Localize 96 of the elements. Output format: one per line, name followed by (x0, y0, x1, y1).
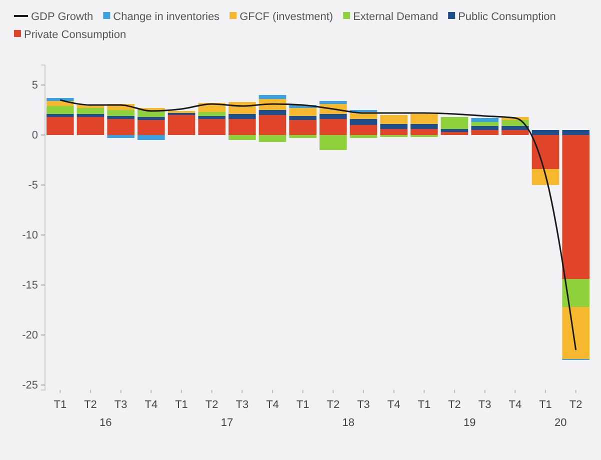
bar (289, 116, 316, 120)
x-tick-label: T2 (84, 399, 97, 412)
bar (258, 95, 286, 99)
bar (289, 135, 316, 138)
bar (502, 126, 529, 130)
text: 20 (554, 417, 567, 429)
y-tick-label: 5 (32, 80, 38, 92)
x-tick-label: T4 (387, 399, 400, 412)
bar (562, 135, 590, 279)
bar (76, 117, 104, 135)
legend-label: GDP Growth (31, 11, 94, 23)
x-tick-label: T4 (508, 399, 522, 412)
bar (471, 126, 498, 130)
x-tick-label: T1 (418, 399, 431, 412)
bar (471, 130, 498, 135)
text: 18 (342, 417, 354, 429)
x-tick-label: T3 (114, 399, 128, 412)
bar (138, 135, 165, 140)
bar (410, 129, 438, 135)
y-tick-label: -20 (22, 330, 38, 342)
x-tick-label: T2 (569, 399, 582, 412)
bar (502, 120, 529, 126)
legend-label: Change in inventories (113, 11, 220, 23)
x-tick-label: T3 (236, 399, 249, 412)
text: 19 (464, 417, 476, 429)
line-series (59, 99, 577, 351)
bar (380, 124, 408, 129)
text: 16 (100, 417, 112, 429)
x-tick-label: T3 (478, 399, 492, 412)
bar (76, 108, 104, 114)
bar (502, 130, 529, 135)
legend-label: GFCF (investment) (240, 11, 334, 23)
bar (410, 124, 438, 129)
bar (410, 114, 438, 124)
bar (350, 125, 378, 135)
bar (198, 112, 226, 116)
bar (289, 108, 316, 116)
legend-label: Private Consumption (24, 29, 126, 41)
y-tick-label: -15 (22, 280, 38, 292)
bar (107, 110, 134, 116)
bar (532, 135, 560, 169)
bar (258, 110, 286, 115)
bar (562, 130, 590, 135)
x-tick-label: T2 (205, 399, 218, 412)
bar (380, 129, 408, 135)
bar (562, 307, 590, 359)
x-tick-label: T2 (448, 399, 461, 412)
x-tick-label: T2 (326, 399, 340, 412)
bar (320, 114, 347, 119)
bar (228, 119, 256, 135)
bar (350, 135, 378, 138)
x-tick-label: T1 (539, 399, 552, 412)
bar (471, 122, 498, 126)
bar (107, 116, 134, 119)
bar (46, 106, 74, 114)
bar (76, 114, 104, 117)
bar (320, 119, 347, 135)
legend-label: External Demand (353, 11, 438, 23)
bar (532, 130, 560, 135)
bar (440, 129, 468, 132)
y-tick-label: 0 (32, 130, 38, 142)
bar (107, 135, 134, 138)
bar (168, 115, 196, 135)
bar (198, 116, 226, 119)
bar (562, 279, 590, 307)
bar (228, 135, 256, 140)
x-tick-label: T4 (266, 399, 279, 412)
bar (138, 117, 165, 120)
bar (440, 117, 468, 129)
bar (320, 101, 347, 104)
bar (228, 114, 256, 119)
bar (46, 98, 74, 101)
bar (471, 118, 498, 122)
y-tick-label: -5 (28, 180, 38, 192)
x-tick-label: T1 (175, 399, 188, 412)
bar (258, 135, 286, 142)
bar (138, 120, 165, 135)
bar (46, 117, 74, 135)
bar (350, 119, 378, 125)
x-tick-label: T1 (296, 399, 310, 412)
bar (320, 135, 347, 150)
bar (46, 114, 74, 117)
x-tick-label: T4 (144, 399, 158, 412)
bar (289, 120, 316, 135)
bar (532, 169, 560, 185)
bar (107, 119, 134, 135)
bar (198, 119, 226, 135)
y-tick-label: -25 (22, 380, 38, 392)
y-tick-label: -10 (22, 230, 38, 242)
bar (440, 132, 468, 135)
bar (258, 115, 286, 135)
bar (380, 115, 408, 124)
x-tick-label: T1 (54, 399, 67, 412)
x-tick-label: T3 (357, 399, 370, 412)
legend-label: Public Consumption (458, 11, 556, 23)
text: 17 (220, 417, 234, 429)
